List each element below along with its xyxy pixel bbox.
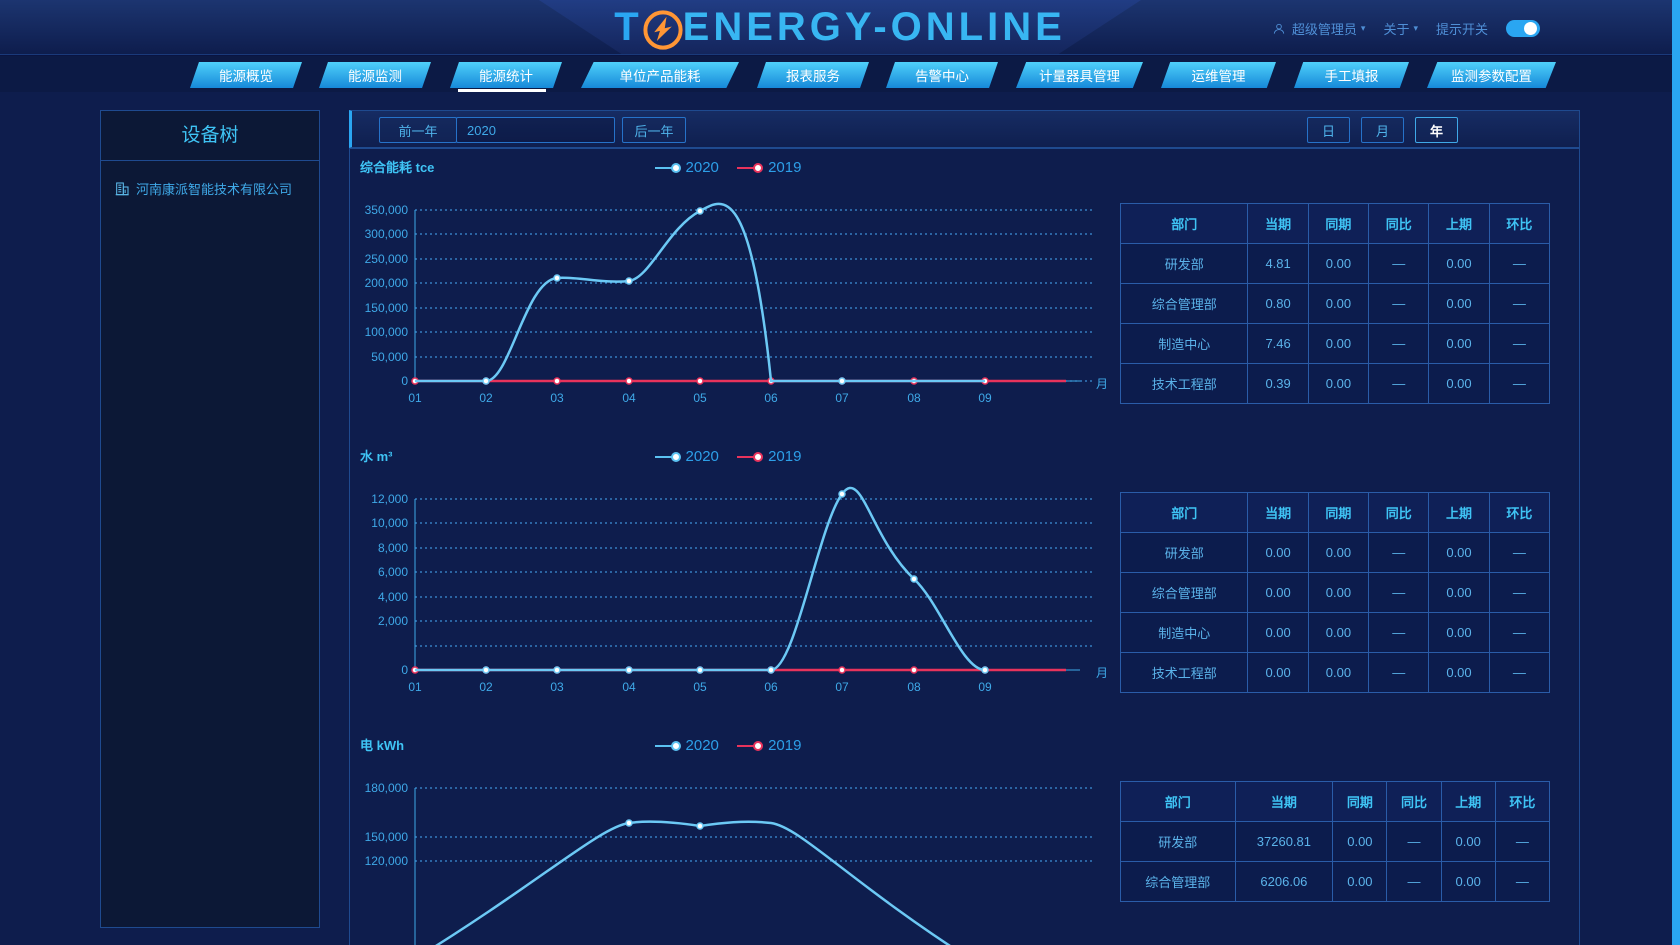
- svg-text:100,000: 100,000: [365, 325, 409, 339]
- svg-text:05: 05: [693, 391, 707, 405]
- svg-text:07: 07: [835, 680, 849, 694]
- svg-text:07: 07: [835, 391, 849, 405]
- svg-text:05: 05: [693, 680, 707, 694]
- svg-text:02: 02: [479, 391, 493, 405]
- svg-text:4,000: 4,000: [378, 590, 408, 604]
- svg-text:08: 08: [907, 680, 921, 694]
- svg-text:120,000: 120,000: [365, 854, 409, 868]
- svg-text:200,000: 200,000: [365, 276, 409, 290]
- svg-text:8,000: 8,000: [378, 541, 408, 555]
- svg-text:03: 03: [550, 391, 564, 405]
- svg-text:50,000: 50,000: [371, 350, 408, 364]
- svg-text:04: 04: [622, 680, 636, 694]
- svg-text:06: 06: [764, 680, 778, 694]
- svg-text:300,000: 300,000: [365, 227, 409, 241]
- svg-text:月: 月: [1096, 666, 1108, 680]
- svg-text:250,000: 250,000: [365, 252, 409, 266]
- svg-text:月: 月: [1096, 377, 1108, 391]
- svg-text:04: 04: [622, 391, 636, 405]
- svg-text:12,000: 12,000: [371, 492, 408, 506]
- svg-text:0: 0: [401, 374, 408, 388]
- svg-text:09: 09: [978, 391, 992, 405]
- svg-text:150,000: 150,000: [365, 301, 409, 315]
- svg-text:06: 06: [764, 391, 778, 405]
- svg-text:09: 09: [978, 680, 992, 694]
- svg-text:01: 01: [408, 391, 422, 405]
- svg-text:10,000: 10,000: [371, 516, 408, 530]
- svg-text:2,000: 2,000: [378, 614, 408, 628]
- svg-text:0: 0: [401, 663, 408, 677]
- svg-text:01: 01: [408, 680, 422, 694]
- svg-text:150,000: 150,000: [365, 830, 409, 844]
- svg-text:03: 03: [550, 680, 564, 694]
- svg-text:6,000: 6,000: [378, 565, 408, 579]
- svg-text:180,000: 180,000: [365, 781, 409, 795]
- svg-text:08: 08: [907, 391, 921, 405]
- svg-text:02: 02: [479, 680, 493, 694]
- svg-text:350,000: 350,000: [365, 203, 409, 217]
